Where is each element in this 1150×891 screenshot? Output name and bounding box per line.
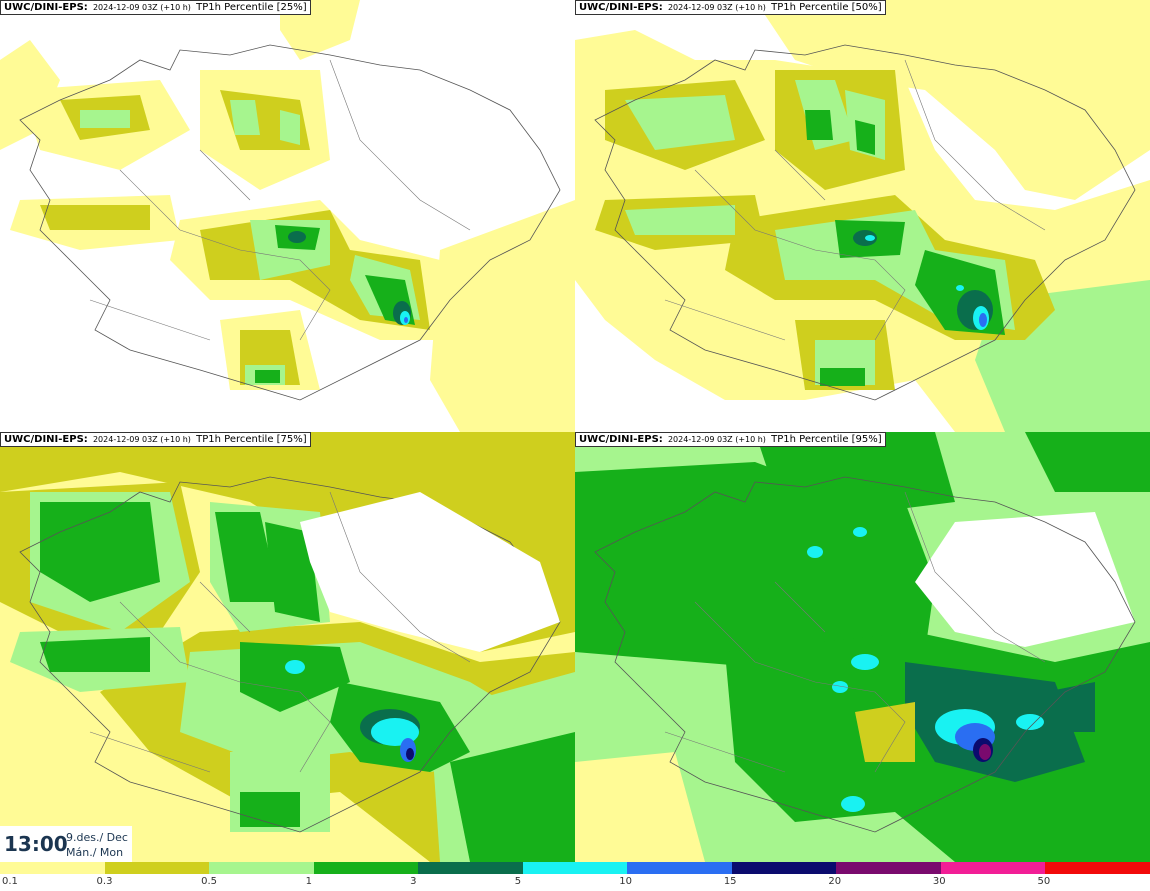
valid-date-line2: Mán./ Mon [66,846,124,859]
valid-date-line1: 9.des./ Dec [66,831,128,844]
precip-map-p75 [0,432,575,862]
valid-time-box: 13:00 9.des./ Dec Mán./ Mon [0,826,132,862]
legend-label: 15 [723,876,737,887]
legend-swatch [104,862,210,874]
legend-label: 20 [828,876,842,887]
field-name: TP1h Percentile [25%] [196,2,307,13]
panel-title: UWC/DINI-EPS: 2024-12-09 03Z (+10 h) TP1… [0,0,311,15]
legend-label: 1 [305,876,312,887]
run-time: 2024-12-09 03Z (+10 h) [667,435,766,444]
legend-label: 30 [932,876,946,887]
legend-swatch [836,862,941,874]
legend-labels: 0.1 0.3 0.5 1 3 5 10 15 20 30 50 [0,876,1150,891]
legend-label: 5 [514,876,522,887]
run-time: 2024-12-09 03Z (+10 h) [667,3,766,12]
valid-date: 9.des./ Dec Mán./ Mon [66,830,128,860]
panel-title: UWC/DINI-EPS: 2024-12-09 03Z (+10 h) TP1… [575,0,886,15]
legend-label: 50 [1037,876,1051,887]
legend-colorbar [0,862,1150,874]
legend-swatch [940,862,1046,874]
run-time: 2024-12-09 03Z (+10 h) [92,435,191,444]
model-name: UWC/DINI-EPS: [579,2,663,13]
legend-swatch [0,862,105,874]
model-name: UWC/DINI-EPS: [579,434,663,445]
map-panel-p95: UWC/DINI-EPS: 2024-12-09 03Z (+10 h) TP1… [575,432,1150,862]
legend-swatch [627,862,732,874]
legend-swatch [418,862,523,874]
map-panel-p25: UWC/DINI-EPS: 2024-12-09 03Z (+10 h) TP1… [0,0,575,432]
legend-swatch [522,862,628,874]
valid-time: 13:00 [4,832,68,856]
legend-label: 10 [619,876,632,887]
map-panel-p75: UWC/DINI-EPS: 2024-12-09 03Z (+10 h) TP1… [0,432,575,862]
field-name: TP1h Percentile [50%] [771,2,882,13]
field-name: TP1h Percentile [95%] [771,434,882,445]
legend-swatch [313,862,419,874]
legend-swatch [209,862,314,874]
model-name: UWC/DINI-EPS: [4,434,88,445]
precip-map-p50 [575,0,1150,432]
panel-title: UWC/DINI-EPS: 2024-12-09 03Z (+10 h) TP1… [575,432,886,447]
legend-swatch [731,862,837,874]
model-name: UWC/DINI-EPS: [4,2,88,13]
precip-map-p95 [575,432,1150,862]
legend-label: 0.3 [96,876,113,887]
precip-map-p25 [0,0,575,432]
field-name: TP1h Percentile [75%] [196,434,307,445]
legend-label: 0.1 [2,876,18,887]
run-time: 2024-12-09 03Z (+10 h) [92,3,191,12]
map-panel-p50: UWC/DINI-EPS: 2024-12-09 03Z (+10 h) TP1… [575,0,1150,432]
legend-swatch [1045,862,1150,874]
legend-label: 0.5 [201,876,217,887]
legend-label: 3 [410,876,417,887]
panel-title: UWC/DINI-EPS: 2024-12-09 03Z (+10 h) TP1… [0,432,311,447]
